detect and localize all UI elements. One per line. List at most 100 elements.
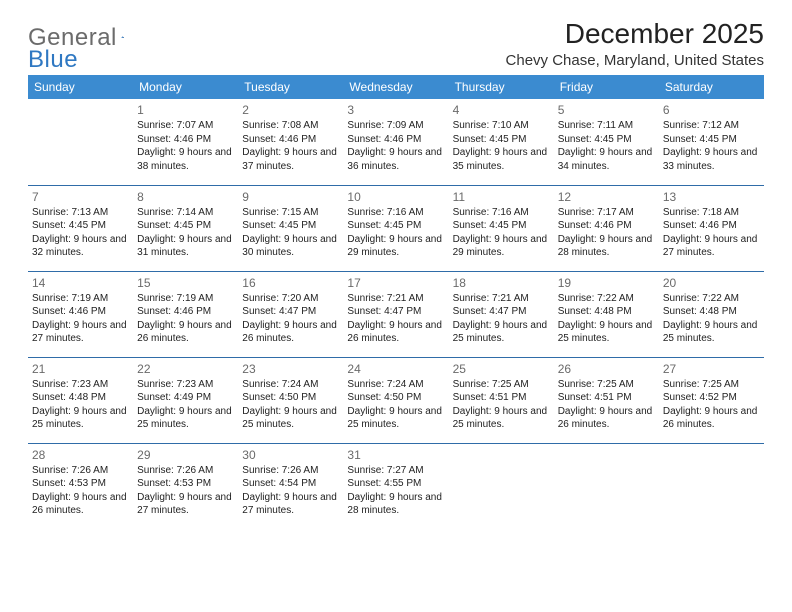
calendar-day: 15Sunrise: 7:19 AMSunset: 4:46 PMDayligh… bbox=[133, 271, 238, 357]
sunset-line: Sunset: 4:47 PM bbox=[242, 305, 339, 319]
calendar-day: 23Sunrise: 7:24 AMSunset: 4:50 PMDayligh… bbox=[238, 357, 343, 443]
sunrise-line: Sunrise: 7:12 AM bbox=[663, 119, 760, 133]
daylight-line: Daylight: 9 hours and 25 minutes. bbox=[453, 319, 550, 346]
sunset-line: Sunset: 4:53 PM bbox=[32, 477, 129, 491]
brand-part2: Blue bbox=[28, 46, 78, 73]
calendar-day: 27Sunrise: 7:25 AMSunset: 4:52 PMDayligh… bbox=[659, 357, 764, 443]
calendar-day: 7Sunrise: 7:13 AMSunset: 4:45 PMDaylight… bbox=[28, 185, 133, 271]
day-number: 5 bbox=[558, 102, 655, 118]
sunset-line: Sunset: 4:50 PM bbox=[347, 391, 444, 405]
sunset-line: Sunset: 4:49 PM bbox=[137, 391, 234, 405]
sunrise-line: Sunrise: 7:25 AM bbox=[558, 378, 655, 392]
daylight-line: Daylight: 9 hours and 27 minutes. bbox=[32, 319, 129, 346]
calendar-empty bbox=[449, 443, 554, 529]
calendar-body: 1Sunrise: 7:07 AMSunset: 4:46 PMDaylight… bbox=[28, 99, 764, 529]
weekday-header: Saturday bbox=[659, 75, 764, 99]
day-number: 20 bbox=[663, 275, 760, 291]
sunrise-line: Sunrise: 7:26 AM bbox=[32, 464, 129, 478]
sunset-line: Sunset: 4:45 PM bbox=[242, 219, 339, 233]
calendar-day: 4Sunrise: 7:10 AMSunset: 4:45 PMDaylight… bbox=[449, 99, 554, 185]
calendar-week: 7Sunrise: 7:13 AMSunset: 4:45 PMDaylight… bbox=[28, 185, 764, 271]
sunset-line: Sunset: 4:47 PM bbox=[347, 305, 444, 319]
sunrise-line: Sunrise: 7:15 AM bbox=[242, 206, 339, 220]
calendar-day: 19Sunrise: 7:22 AMSunset: 4:48 PMDayligh… bbox=[554, 271, 659, 357]
daylight-line: Daylight: 9 hours and 27 minutes. bbox=[663, 233, 760, 260]
sunset-line: Sunset: 4:54 PM bbox=[242, 477, 339, 491]
sunrise-line: Sunrise: 7:14 AM bbox=[137, 206, 234, 220]
calendar-empty bbox=[554, 443, 659, 529]
calendar-week: 14Sunrise: 7:19 AMSunset: 4:46 PMDayligh… bbox=[28, 271, 764, 357]
daylight-line: Daylight: 9 hours and 25 minutes. bbox=[242, 405, 339, 432]
sunrise-line: Sunrise: 7:20 AM bbox=[242, 292, 339, 306]
day-number: 16 bbox=[242, 275, 339, 291]
daylight-line: Daylight: 9 hours and 38 minutes. bbox=[137, 146, 234, 173]
sunset-line: Sunset: 4:46 PM bbox=[137, 305, 234, 319]
daylight-line: Daylight: 9 hours and 32 minutes. bbox=[32, 233, 129, 260]
daylight-line: Daylight: 9 hours and 37 minutes. bbox=[242, 146, 339, 173]
daylight-line: Daylight: 9 hours and 27 minutes. bbox=[137, 491, 234, 518]
day-number: 2 bbox=[242, 102, 339, 118]
daylight-line: Daylight: 9 hours and 28 minutes. bbox=[558, 233, 655, 260]
title-block: December 2025 Chevy Chase, Maryland, Uni… bbox=[506, 18, 764, 69]
day-number: 14 bbox=[32, 275, 129, 291]
calendar-day: 2Sunrise: 7:08 AMSunset: 4:46 PMDaylight… bbox=[238, 99, 343, 185]
sunset-line: Sunset: 4:45 PM bbox=[32, 219, 129, 233]
calendar-day: 28Sunrise: 7:26 AMSunset: 4:53 PMDayligh… bbox=[28, 443, 133, 529]
day-number: 25 bbox=[453, 361, 550, 377]
calendar-day: 1Sunrise: 7:07 AMSunset: 4:46 PMDaylight… bbox=[133, 99, 238, 185]
sunset-line: Sunset: 4:48 PM bbox=[32, 391, 129, 405]
sunrise-line: Sunrise: 7:24 AM bbox=[242, 378, 339, 392]
sunset-line: Sunset: 4:45 PM bbox=[453, 219, 550, 233]
calendar-page: General December 2025 Chevy Chase, Maryl… bbox=[0, 0, 792, 529]
daylight-line: Daylight: 9 hours and 34 minutes. bbox=[558, 146, 655, 173]
daylight-line: Daylight: 9 hours and 26 minutes. bbox=[242, 319, 339, 346]
calendar-day: 16Sunrise: 7:20 AMSunset: 4:47 PMDayligh… bbox=[238, 271, 343, 357]
day-number: 7 bbox=[32, 189, 129, 205]
sunrise-line: Sunrise: 7:21 AM bbox=[453, 292, 550, 306]
calendar-empty bbox=[28, 99, 133, 185]
sunset-line: Sunset: 4:46 PM bbox=[137, 133, 234, 147]
sunrise-line: Sunrise: 7:18 AM bbox=[663, 206, 760, 220]
daylight-line: Daylight: 9 hours and 29 minutes. bbox=[453, 233, 550, 260]
calendar-table: SundayMondayTuesdayWednesdayThursdayFrid… bbox=[28, 75, 764, 529]
sunset-line: Sunset: 4:48 PM bbox=[663, 305, 760, 319]
weekday-header: Thursday bbox=[449, 75, 554, 99]
day-number: 9 bbox=[242, 189, 339, 205]
calendar-week: 28Sunrise: 7:26 AMSunset: 4:53 PMDayligh… bbox=[28, 443, 764, 529]
weekday-header: Monday bbox=[133, 75, 238, 99]
day-number: 10 bbox=[347, 189, 444, 205]
day-number: 29 bbox=[137, 447, 234, 463]
day-number: 3 bbox=[347, 102, 444, 118]
daylight-line: Daylight: 9 hours and 26 minutes. bbox=[347, 319, 444, 346]
day-number: 1 bbox=[137, 102, 234, 118]
daylight-line: Daylight: 9 hours and 25 minutes. bbox=[347, 405, 444, 432]
day-number: 24 bbox=[347, 361, 444, 377]
day-number: 26 bbox=[558, 361, 655, 377]
calendar-head: SundayMondayTuesdayWednesdayThursdayFrid… bbox=[28, 75, 764, 99]
daylight-line: Daylight: 9 hours and 31 minutes. bbox=[137, 233, 234, 260]
sunrise-line: Sunrise: 7:23 AM bbox=[137, 378, 234, 392]
sunrise-line: Sunrise: 7:10 AM bbox=[453, 119, 550, 133]
day-number: 21 bbox=[32, 361, 129, 377]
calendar-day: 8Sunrise: 7:14 AMSunset: 4:45 PMDaylight… bbox=[133, 185, 238, 271]
sunset-line: Sunset: 4:45 PM bbox=[663, 133, 760, 147]
sunset-line: Sunset: 4:50 PM bbox=[242, 391, 339, 405]
calendar-day: 30Sunrise: 7:26 AMSunset: 4:54 PMDayligh… bbox=[238, 443, 343, 529]
sunrise-line: Sunrise: 7:25 AM bbox=[663, 378, 760, 392]
sunset-line: Sunset: 4:53 PM bbox=[137, 477, 234, 491]
calendar-day: 21Sunrise: 7:23 AMSunset: 4:48 PMDayligh… bbox=[28, 357, 133, 443]
weekday-header: Friday bbox=[554, 75, 659, 99]
day-number: 4 bbox=[453, 102, 550, 118]
sunrise-line: Sunrise: 7:17 AM bbox=[558, 206, 655, 220]
daylight-line: Daylight: 9 hours and 29 minutes. bbox=[347, 233, 444, 260]
daylight-line: Daylight: 9 hours and 36 minutes. bbox=[347, 146, 444, 173]
sunset-line: Sunset: 4:46 PM bbox=[558, 219, 655, 233]
sunset-line: Sunset: 4:52 PM bbox=[663, 391, 760, 405]
weekday-header: Sunday bbox=[28, 75, 133, 99]
day-number: 19 bbox=[558, 275, 655, 291]
daylight-line: Daylight: 9 hours and 35 minutes. bbox=[453, 146, 550, 173]
sunset-line: Sunset: 4:46 PM bbox=[32, 305, 129, 319]
sunrise-line: Sunrise: 7:08 AM bbox=[242, 119, 339, 133]
day-number: 11 bbox=[453, 189, 550, 205]
daylight-line: Daylight: 9 hours and 25 minutes. bbox=[558, 319, 655, 346]
